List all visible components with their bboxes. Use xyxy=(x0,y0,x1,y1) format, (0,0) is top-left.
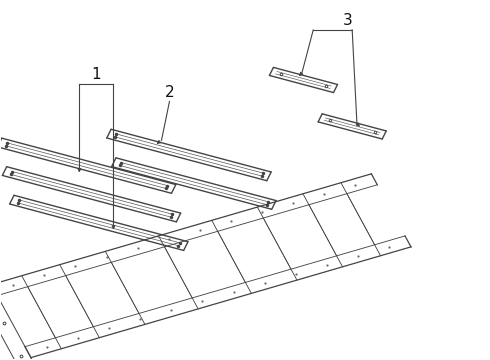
Text: 3: 3 xyxy=(343,13,352,28)
Text: 1: 1 xyxy=(92,67,101,82)
Text: 2: 2 xyxy=(165,85,174,100)
